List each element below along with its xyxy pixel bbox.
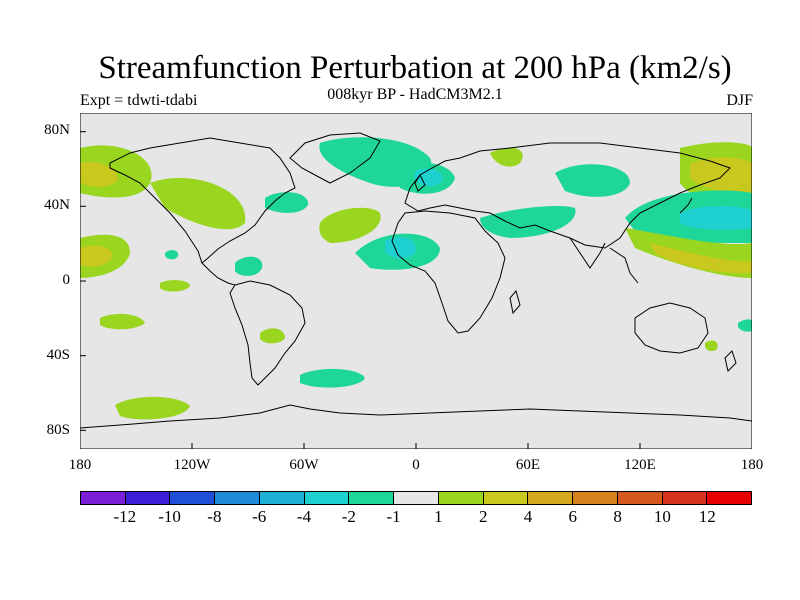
anomaly-region [650, 243, 752, 274]
anomaly-region [680, 206, 752, 230]
x-tick-label: 60E [515, 457, 541, 473]
colorbar-label: -2 [341, 507, 356, 526]
new-zealand-coast [724, 350, 737, 372]
colorbar-label: -6 [252, 507, 267, 526]
anomaly-region [300, 368, 365, 388]
anomaly-region [80, 245, 113, 267]
y-tick-label: 80N [44, 122, 70, 138]
anomaly-region [555, 164, 630, 197]
anomaly-region [260, 328, 285, 344]
colorbar-label: -4 [296, 507, 312, 526]
north-america-coast [109, 137, 296, 264]
y-tick-label: 40S [46, 347, 70, 363]
map-panel [79, 112, 753, 450]
x-tick-label: 0 [412, 457, 420, 473]
colorbar-swatch [125, 492, 171, 504]
colorbar-label: 1 [434, 507, 443, 526]
x-tick-label: 180 [740, 457, 764, 473]
colorbar-swatch [170, 492, 216, 504]
anomaly-region [160, 280, 190, 292]
australia-coast [634, 302, 709, 354]
south-america-coast [229, 280, 306, 386]
coastlines [79, 132, 753, 429]
x-tick-label: 180 [68, 457, 92, 473]
eurasia-coast [404, 142, 731, 249]
y-tick-label: 0 [62, 272, 71, 288]
x-tick-label: 120W [173, 457, 211, 473]
anomaly-region [480, 206, 576, 238]
colorbar [80, 491, 752, 505]
india-coast [569, 237, 606, 269]
colorbar-swatch [81, 492, 126, 504]
anomaly-region [415, 168, 443, 187]
anomaly-region [265, 192, 309, 213]
anomaly-region [150, 177, 246, 230]
colorbar-swatch [617, 492, 663, 504]
chart-title: Streamfunction Perturbation at 200 hPa (… [98, 50, 732, 86]
world-map [79, 112, 753, 450]
anomaly-region [100, 313, 145, 330]
colorbar-label: -12 [113, 507, 137, 526]
colorbar-swatch [259, 492, 305, 504]
colorbar-label: -8 [207, 507, 222, 526]
colorbar-swatch [528, 492, 574, 504]
colorbar-swatch [394, 492, 439, 504]
x-tick-label: 120E [624, 457, 656, 473]
y-tick-label: 40N [44, 197, 70, 213]
colorbar-swatch [662, 492, 708, 504]
colorbar-label: -10 [158, 507, 181, 526]
x-tick-label: 60W [289, 457, 319, 473]
colorbar-label: -1 [386, 507, 401, 526]
anomaly-region [705, 340, 718, 352]
se-asia-coast [609, 247, 639, 284]
anomaly-region [490, 147, 523, 167]
anomaly-region [319, 207, 381, 243]
antarctica-coast [79, 404, 753, 429]
axis-ticks [80, 131, 641, 449]
colorbar-label: 8 [613, 507, 622, 526]
colorbar-swatch [707, 492, 752, 504]
colorbar-label: 6 [568, 507, 578, 526]
season-label: DJF [726, 92, 753, 109]
anomaly-region [738, 319, 752, 332]
japan-coast [679, 197, 693, 214]
greenland-coast [289, 132, 381, 184]
chart-subtitle: 008kyr BP - HadCM3M2.1 [327, 86, 503, 103]
experiment-label: Expt = tdwti-tdabi [80, 92, 198, 109]
anomaly-region [80, 162, 118, 188]
colorbar-label: 12 [698, 507, 716, 526]
colorbar-swatch [304, 492, 350, 504]
uk-coast [414, 173, 426, 192]
africa-coast [391, 210, 506, 334]
colorbar-label: 4 [523, 507, 533, 526]
colorbar-swatch [438, 492, 484, 504]
central-america-coast [201, 262, 236, 286]
anomaly-region [165, 250, 179, 260]
colorbar-swatch [215, 492, 260, 504]
madagascar-coast [509, 289, 521, 315]
colorbar-swatch [573, 492, 618, 504]
anomaly-region [235, 256, 263, 276]
colorbar-label: 2 [478, 507, 488, 526]
colorbar-swatch [483, 492, 529, 504]
colorbar-swatch [349, 492, 395, 504]
anomaly-region [115, 396, 190, 420]
colorbar-label: 10 [653, 507, 671, 526]
y-tick-label: 80S [46, 422, 70, 438]
